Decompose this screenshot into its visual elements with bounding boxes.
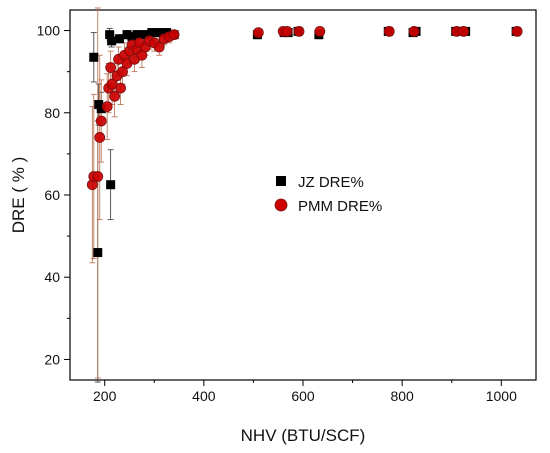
jz-data-point: [147, 28, 157, 38]
jz-data-point: [154, 28, 164, 38]
jz-data-point: [107, 36, 117, 46]
jz-data-point: [127, 32, 137, 42]
y-tick-label: 20: [44, 351, 60, 367]
pmm-data-point: [95, 115, 107, 127]
pmm-data-point: [293, 25, 305, 37]
jz-data-point: [139, 30, 149, 40]
pmm-data-point: [314, 25, 326, 37]
legend-label-pmm: PMM DRE%: [298, 198, 382, 215]
pmm-data-point: [281, 25, 293, 37]
legend-marker-jz: [276, 176, 286, 186]
y-tick-label: 60: [44, 187, 60, 203]
jz-data-point: [89, 52, 99, 62]
data-markers: [86, 25, 523, 258]
error-bars: [89, 7, 521, 383]
jz-data-point: [115, 34, 125, 44]
jz-data-point: [122, 30, 132, 40]
pmm-data-point: [105, 62, 117, 73]
pmm-data-point: [511, 25, 523, 37]
x-tick-label: 1000: [486, 388, 517, 404]
y-tick-label: 80: [44, 105, 60, 121]
pmm-data-point: [408, 25, 420, 37]
pmm-data-point: [458, 25, 470, 37]
y-axis-title: DRE ( % ): [9, 157, 28, 234]
jz-data-point: [93, 248, 103, 258]
jz-data-point: [132, 30, 142, 40]
pmm-data-point: [94, 132, 106, 143]
pmm-data-point: [92, 171, 104, 182]
legend-label-jz: JZ DRE%: [298, 174, 364, 191]
pmm-data-point: [383, 25, 395, 37]
x-tick-label: 800: [390, 388, 414, 404]
x-tick-label: 200: [93, 388, 117, 404]
y-tick-label: 100: [37, 23, 61, 39]
x-tick-label: 600: [291, 388, 315, 404]
axis-ticks: 200 400 600 800 1000 20 40 60 80 100: [37, 23, 517, 404]
pmm-data-point: [109, 90, 121, 102]
pmm-data-point: [153, 41, 165, 53]
legend: JZ DRE% PMM DRE%: [274, 174, 382, 215]
plot-frame: [69, 9, 537, 381]
x-axis-title: NHV (BTU/SCF): [241, 426, 366, 445]
jz-data-point: [106, 180, 116, 190]
pmm-data-point: [115, 82, 126, 94]
pmm-data-point: [117, 66, 128, 78]
pmm-data-point: [252, 27, 264, 39]
jz-data-point: [96, 104, 106, 114]
x-tick-label: 400: [192, 388, 216, 404]
pmm-data-point: [101, 101, 113, 113]
jz-data-point: [105, 30, 115, 40]
y-tick-label: 40: [44, 269, 60, 285]
pmm-data-point: [168, 29, 180, 41]
legend-marker-pmm: [274, 198, 288, 212]
